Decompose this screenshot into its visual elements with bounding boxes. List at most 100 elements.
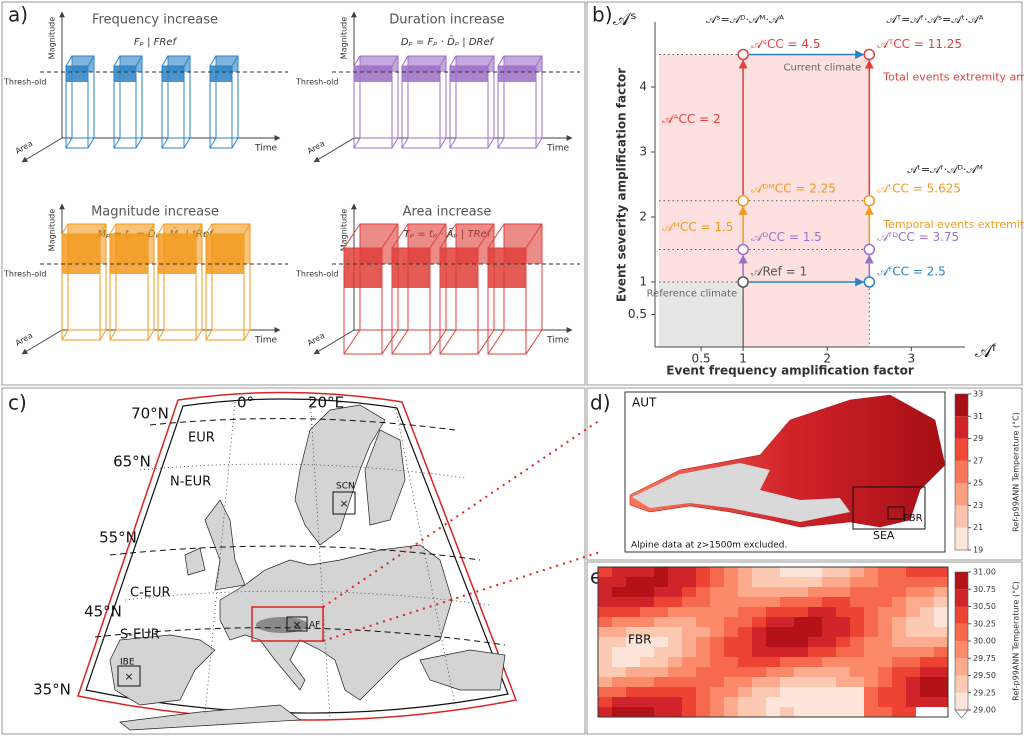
colorbar-bin (955, 505, 968, 528)
point-label: 𝒜Ref = 1 (751, 265, 807, 279)
bar-outline (167, 55, 191, 139)
bar-fill (114, 66, 136, 82)
heat-cell (780, 607, 795, 618)
bar-edge (109, 223, 117, 235)
colorbar-tick-label: 30.00 (973, 637, 996, 646)
heat-cell (864, 667, 879, 678)
bar-edge (343, 223, 361, 249)
heat-cell (822, 567, 837, 578)
bar-edge (205, 329, 213, 341)
heat-cell (626, 647, 641, 658)
bar-edge (161, 137, 169, 149)
graticule (309, 395, 331, 719)
bar-edge (343, 329, 361, 355)
bar-outline (503, 55, 543, 139)
colorbar-bin (955, 658, 968, 676)
axis-label: Magnitude (340, 209, 349, 251)
heat-cell (654, 577, 669, 588)
heat-cell (724, 587, 739, 598)
heat-cell (640, 627, 655, 638)
colorbar-title: Ref-p99ANN Temperature (°C) (1012, 581, 1021, 701)
bar-edge (487, 137, 495, 149)
heat-cell (836, 707, 851, 718)
heat-cell (808, 627, 823, 638)
heat-cell (794, 567, 809, 578)
colorbar-tick-label: 19 (973, 546, 983, 555)
colorbar-bin (955, 438, 968, 461)
heat-cell (612, 687, 627, 698)
heat-cell (878, 677, 893, 688)
bar-edge (439, 137, 447, 149)
heat-cell (878, 617, 893, 628)
axis-label: Area (306, 139, 327, 156)
annotation: 𝒜ˢ=𝒜ᴰ·𝒜ᴹ·𝒜ᴬ (706, 13, 784, 26)
bar-edge (113, 55, 121, 67)
colorbar-tick-label: 23 (973, 501, 983, 510)
heat-cell (668, 667, 683, 678)
heat-cell (696, 607, 711, 618)
heat-cell (878, 647, 893, 658)
heat-cell (850, 657, 865, 668)
y-tick-label: 1 (639, 275, 647, 289)
gray-region (659, 282, 744, 347)
heat-cell (682, 627, 697, 638)
bar-edge (195, 329, 203, 341)
heat-cell (920, 647, 935, 658)
bar-edge (525, 223, 543, 249)
lat-label: 45°N (84, 603, 122, 621)
heat-cell (612, 587, 627, 598)
heat-cell (696, 617, 711, 628)
map-area (597, 566, 949, 718)
heat-cell (864, 647, 879, 658)
colorbar-outline (954, 393, 969, 551)
heat-cell (682, 687, 697, 698)
heat-cell (934, 567, 949, 578)
heat-cell (808, 637, 823, 648)
heat-cell (850, 597, 865, 608)
heat-cell (598, 687, 613, 698)
annotation: 𝒜ᵗ=𝒜ᶠ·𝒜ᴰ·𝒜ᴹ (907, 163, 983, 176)
heat-cell (836, 637, 851, 648)
bar-edge (535, 55, 543, 67)
bar-fill (158, 234, 196, 274)
bar-outline (61, 233, 101, 341)
heat-cell (724, 637, 739, 648)
heat-cell (598, 607, 613, 618)
land (219, 544, 453, 701)
colorbar-tick-label: 27 (973, 456, 983, 465)
heat-cell (808, 567, 823, 578)
heat-cell (794, 647, 809, 658)
heat-cell (668, 627, 683, 638)
heat-cell (710, 667, 725, 678)
bar-edge (183, 55, 191, 67)
heat-cell (724, 627, 739, 638)
heat-cell (906, 607, 921, 618)
heat-cell (836, 627, 851, 638)
heat-cell (626, 697, 641, 708)
heat-cell (752, 667, 767, 678)
bar-fill (110, 234, 148, 274)
colorbar-bin (955, 416, 968, 439)
region-boundary (94, 627, 506, 646)
colorbar-bin (955, 572, 968, 590)
panel-e-frame (586, 561, 1023, 735)
heat-cell (794, 627, 809, 638)
box-label: FBR (903, 513, 923, 524)
heat-cell (612, 637, 627, 648)
heat-cell (864, 687, 879, 698)
heat-cell (878, 657, 893, 668)
heat-cell (738, 567, 753, 578)
bar-fill (450, 66, 488, 82)
heat-cell (668, 707, 683, 718)
heat-cell (934, 687, 949, 698)
axis (21, 329, 63, 355)
bar-edge (353, 137, 361, 149)
heat-cell (836, 607, 851, 618)
x-tick-label: 0.5 (692, 352, 711, 366)
colorbar-bin (955, 527, 968, 550)
bar-fill (206, 234, 244, 274)
heat-cell (836, 587, 851, 598)
region-label: AUT (632, 396, 657, 410)
heat-cell (836, 577, 851, 588)
bar-outline (343, 247, 383, 355)
